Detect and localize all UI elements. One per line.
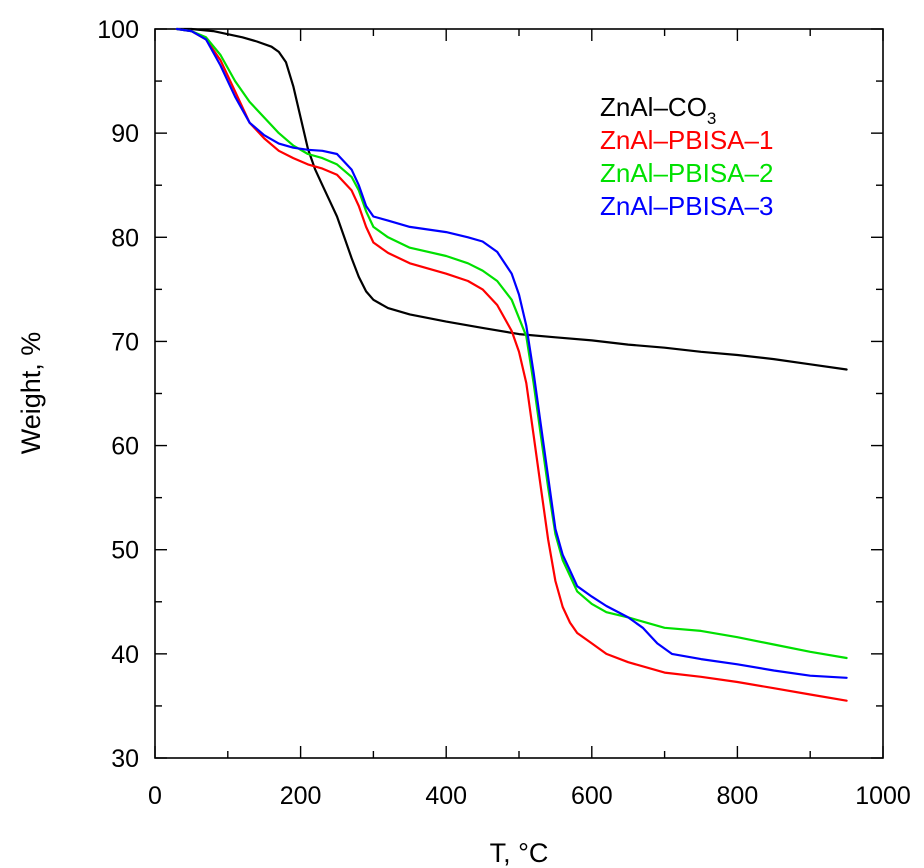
y-tick-label: 60 xyxy=(111,433,139,461)
series-line-3 xyxy=(175,27,848,660)
series-line-1 xyxy=(175,27,848,371)
x-tick-label: 400 xyxy=(425,782,467,810)
x-tick-label: 0 xyxy=(148,782,162,810)
legend-entry-2: ZnAl–PBISA–1 xyxy=(600,125,773,155)
series-layer xyxy=(175,27,848,702)
x-tick-label: 1000 xyxy=(855,782,911,810)
x-tick-label: 800 xyxy=(717,782,759,810)
y-tick-label: 50 xyxy=(111,537,139,565)
series-line-4 xyxy=(175,27,848,679)
legend-entry-1: ZnAl–CO3 xyxy=(600,92,716,128)
y-tick-label: 40 xyxy=(111,641,139,669)
x-tick-label: 600 xyxy=(571,782,613,810)
y-tick-label: 100 xyxy=(97,16,139,44)
y-tick-label: 30 xyxy=(111,745,139,773)
legend-entry-4: ZnAl–PBISA–3 xyxy=(600,191,773,221)
x-axis-label: T, °C xyxy=(490,838,549,868)
y-tick-label: 70 xyxy=(111,328,139,356)
tick-labels: 0 200 400 600 800 1000 30 40 50 60 70 80 90 100 xyxy=(97,16,911,810)
legend: ZnAl–CO3ZnAl–PBISA–1ZnAl–PBISA–2ZnAl–PBI… xyxy=(600,92,773,221)
x-tick-label: 200 xyxy=(280,782,322,810)
series-line-2 xyxy=(175,27,848,702)
y-axis-label: Weight, % xyxy=(16,332,46,455)
y-tick-label: 80 xyxy=(111,224,139,252)
y-tick-label: 90 xyxy=(111,120,139,148)
legend-entry-3: ZnAl–PBISA–2 xyxy=(600,158,773,188)
